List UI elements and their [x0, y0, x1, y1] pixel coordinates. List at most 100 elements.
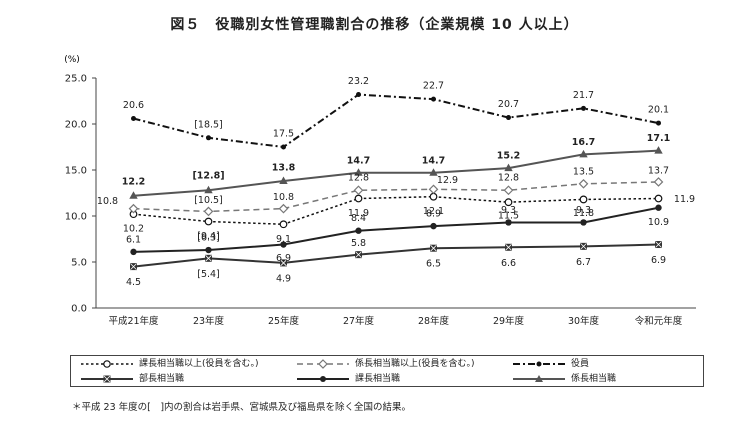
data-point: [280, 259, 287, 267]
legend-item-yakuin: 役員: [509, 356, 689, 372]
data-label: 12.1: [423, 206, 444, 217]
data-point: [353, 185, 364, 196]
y-tick-label: 25.0: [65, 74, 87, 85]
data-label: [9.4]: [197, 231, 220, 242]
data-point: [578, 178, 589, 189]
legend-marker-kacho: [297, 376, 349, 382]
x-tick-label: 令和元年度: [635, 315, 683, 327]
data-point: [579, 195, 588, 204]
data-label: 17.1: [647, 133, 670, 144]
series-2: [128, 177, 664, 217]
data-label: 6.9: [276, 253, 291, 264]
data-point-cross: [130, 263, 137, 270]
data-label: 13.5: [573, 166, 594, 177]
data-label: 9.3: [576, 205, 591, 216]
data-label: 17.5: [273, 129, 294, 140]
legend-label-yakuin: 役員: [571, 359, 590, 369]
data-point: [204, 185, 213, 194]
legend-item-kacho: 課長相当職: [293, 371, 498, 387]
series-5: [130, 204, 662, 256]
x-tick-label: 28年度: [418, 315, 450, 327]
data-label: 14.7: [347, 155, 370, 166]
data-point: [654, 194, 663, 203]
data-label: 4.9: [276, 273, 291, 284]
data-label: 12.8: [348, 173, 369, 184]
data-point: [655, 204, 662, 211]
chart-legend: 課長相当職以上(役員を含む。) 係長相当職以上(役員を含む。) 役員 部長相当職…: [70, 355, 704, 387]
y-tick-label: 10.0: [65, 212, 87, 223]
data-label: [6.3]: [197, 233, 220, 244]
data-point: [580, 219, 587, 226]
x-tick-label: 29年度: [493, 315, 525, 327]
chart-axes: [95, 78, 696, 309]
series-line: [133, 149, 659, 197]
data-label: 20.7: [498, 99, 519, 110]
data-point: [279, 176, 288, 185]
y-tick-label: 20.0: [65, 120, 87, 131]
legend-item-kacho-ijo: 課長相当職以上(役員を含む。): [77, 356, 282, 372]
data-point: [356, 92, 361, 98]
legend-item-kakaricho: 係長相当職: [509, 371, 689, 387]
footnote: ＊平成 23 年度の[ ]内の割合は岩手県、宮城県及び福島県を除く全国の結果。: [72, 402, 412, 413]
series-3: [131, 92, 661, 150]
data-label: 13.8: [272, 163, 296, 174]
data-label: 11.9: [674, 194, 695, 205]
data-point: [130, 248, 137, 256]
x-tick-label: 30年度: [568, 315, 600, 327]
x-tick-label: 平成21年度: [108, 315, 159, 327]
data-point: [130, 263, 137, 271]
data-point: [505, 219, 512, 226]
data-point: [204, 217, 213, 226]
data-label: 6.9: [651, 255, 666, 266]
data-point: [278, 203, 289, 214]
data-point: [129, 191, 138, 199]
y-tick-label: 0.0: [71, 304, 87, 315]
series-6: [129, 146, 663, 199]
data-label: 4.5: [126, 277, 141, 288]
data-point: [656, 120, 661, 126]
data-point-cross: [355, 251, 362, 258]
data-label: 9.1: [276, 234, 291, 245]
data-label: 22.7: [423, 81, 444, 92]
data-point: [429, 192, 438, 201]
x-tick-label: 27年度: [343, 315, 375, 327]
data-point: [655, 241, 662, 249]
data-point: [355, 227, 362, 234]
data-label: 21.7: [573, 90, 594, 101]
data-label: 12.2: [122, 176, 145, 187]
data-label: 10.8: [273, 192, 294, 203]
data-point: [203, 206, 214, 217]
data-label: 9.3: [501, 205, 516, 216]
chart-title: 図５ 役職別女性管理職割合の推移（企業規模 10 人以上）: [170, 17, 579, 33]
data-point: [355, 251, 362, 259]
y-tick-label: 5.0: [71, 258, 87, 269]
series-line: [133, 206, 659, 253]
legend-label-kacho: 課長相当職: [355, 374, 401, 384]
data-point: [206, 135, 211, 141]
data-label: 6.7: [576, 257, 591, 268]
legend-item-kakaricho-ijo: 係長相当職以上(役員を含む。): [293, 356, 498, 372]
data-point: [131, 115, 136, 121]
data-point: [579, 149, 588, 158]
data-point-cross: [655, 241, 662, 248]
data-point-cross: [430, 244, 437, 252]
data-label: 8.4: [351, 213, 366, 224]
data-point: [580, 242, 587, 250]
data-point-cross: [280, 259, 287, 267]
data-point: [281, 144, 286, 150]
data-label: [18.5]: [194, 119, 223, 130]
data-label: 6.5: [426, 259, 441, 270]
data-point: [205, 254, 212, 262]
data-point: [654, 146, 663, 154]
legend-label-kakaricho-ijo: 係長相当職以上(役員を含む。): [355, 359, 475, 369]
data-label: 10.8: [97, 196, 118, 207]
data-point: [504, 163, 513, 172]
data-point: [354, 194, 363, 203]
data-point: [505, 243, 512, 251]
series-line: [133, 243, 659, 268]
data-point: [280, 241, 287, 248]
line-chart: (%) 0.0 5.0 10.0 15.0 20.0 25.0 平成21年度 23年度 25年…: [64, 55, 696, 327]
legend-marker-kakaricho-ijo: [297, 359, 349, 369]
data-point: [354, 168, 363, 176]
data-label: 16.7: [572, 137, 595, 148]
